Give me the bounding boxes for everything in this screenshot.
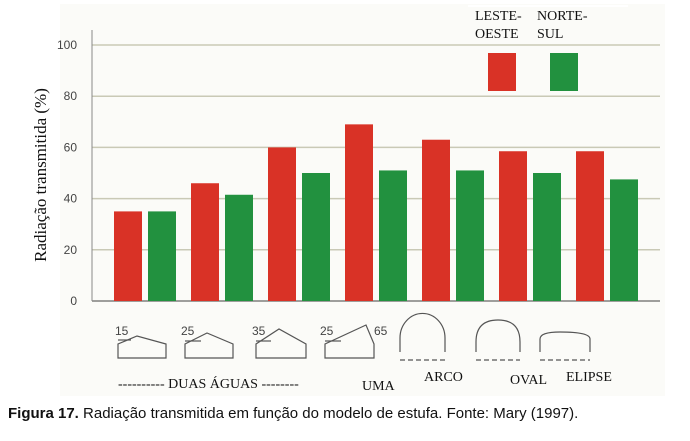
group-label-oval: OVAL <box>510 373 547 388</box>
group-label-uma: UMA <box>362 379 396 394</box>
group-label-arco: ARCO <box>424 370 463 385</box>
single-slope-icon <box>324 324 375 359</box>
group-label-elipse: ELIPSE <box>566 370 612 385</box>
shape-label: 25 <box>181 324 195 338</box>
y-tick-label: 80 <box>64 89 78 103</box>
caption-text: Radiação transmitida em função do modelo… <box>78 405 579 422</box>
ellipse-icon <box>539 331 591 361</box>
oval-icon <box>475 319 521 361</box>
shape-label: 25 <box>320 324 334 338</box>
legend-label: LESTE- <box>475 9 522 24</box>
bar-leste-oeste-6 <box>576 151 604 301</box>
bar-norte-sul-4 <box>456 170 484 301</box>
shape-label: 65 <box>374 324 388 338</box>
figure-caption: Figura 17. Radiação transmitida em funçã… <box>8 405 578 422</box>
y-tick-label: 0 <box>70 294 77 308</box>
bar-norte-sul-1 <box>225 194 253 301</box>
bar-norte-sul-5 <box>533 173 561 301</box>
bar-leste-oeste-3 <box>345 124 373 301</box>
shape-label: 15 <box>115 324 129 338</box>
shape-label: 35 <box>252 324 266 338</box>
group-label-duas-aguas: ---------- DUAS ÁGUAS -------- <box>118 375 299 392</box>
bar-chart: 0 20 40 60 80 100 LESTE- OESTE NORTE- SUL Radiaç… <box>31 9 660 394</box>
gable-35-icon <box>255 328 307 359</box>
greenhouse-shapes <box>117 312 591 361</box>
bar-leste-oeste-2 <box>268 147 296 301</box>
bar-leste-oeste-1 <box>191 183 219 301</box>
bar-norte-sul-2 <box>302 173 330 301</box>
gable-25-icon <box>184 332 234 359</box>
legend-label: NORTE- <box>537 9 588 24</box>
arch-icon <box>399 312 446 361</box>
bar-leste-oeste-5 <box>499 151 527 301</box>
legend-swatch-leste-oeste <box>488 53 516 91</box>
y-axis-title: Radiação transmitida (%) <box>31 88 50 262</box>
bar-leste-oeste-0 <box>114 211 142 301</box>
y-tick-label: 40 <box>64 192 78 206</box>
y-tick-label: 100 <box>57 38 77 52</box>
legend-label: OESTE <box>475 27 519 42</box>
legend-swatch-norte-sul <box>550 53 578 91</box>
gable-15-icon <box>117 335 167 359</box>
caption-label: Figura 17. <box>8 405 79 422</box>
y-tick-label: 60 <box>64 140 78 154</box>
legend-label: SUL <box>537 27 563 42</box>
bar-leste-oeste-4 <box>422 139 450 301</box>
bar-norte-sul-0 <box>148 211 176 301</box>
bar-norte-sul-6 <box>610 179 638 301</box>
y-tick-label: 20 <box>64 243 78 257</box>
bar-norte-sul-3 <box>379 170 407 301</box>
